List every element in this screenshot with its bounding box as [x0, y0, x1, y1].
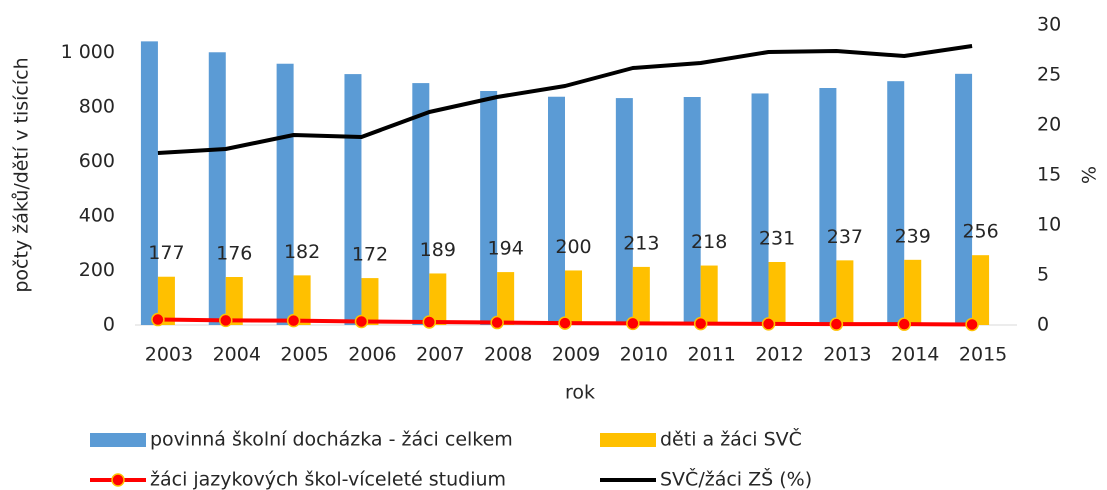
data-label: 213 [623, 232, 659, 254]
marker [693, 316, 708, 331]
marker [151, 312, 165, 327]
data-label: 194 [488, 238, 524, 260]
y-tick-label: 600 [79, 150, 115, 172]
x-tick-label: 2015 [959, 344, 1007, 366]
legend-label: žáci jazykových škol-víceleté studium [150, 469, 506, 490]
bar [344, 74, 362, 325]
bar [480, 91, 498, 325]
data-label: 239 [895, 225, 931, 247]
bar [276, 63, 294, 326]
bar [887, 81, 905, 325]
legend-label: povinná školní docházka - žáci celkem [150, 429, 513, 451]
bar [361, 278, 379, 325]
y2-tick-label: 25 [1037, 64, 1061, 86]
x-tick-label: 2014 [891, 344, 939, 366]
bar [955, 73, 973, 326]
marker [490, 315, 504, 330]
y2-axis-title: % [1079, 166, 1101, 184]
legend-swatch [90, 433, 146, 447]
bar [497, 272, 515, 325]
bar [904, 259, 922, 325]
legend-label: děti a žáci SVČ [660, 427, 802, 451]
bar [548, 96, 565, 326]
x-tick-label: 2006 [348, 344, 396, 366]
y2-tick-label: 5 [1037, 264, 1049, 286]
y2-tick-label: 0 [1037, 314, 1049, 336]
data-label: 200 [555, 236, 591, 258]
y-tick-label: 200 [79, 259, 115, 281]
x-tick-label: 2009 [552, 344, 600, 366]
data-label: 237 [827, 226, 863, 248]
y2-tick-label: 10 [1037, 214, 1061, 236]
bar [768, 262, 786, 325]
x-tick-label: 2007 [416, 344, 464, 366]
x-tick-label: 2013 [823, 344, 871, 366]
marker [354, 314, 369, 329]
legend-label: SVČ/žáci ZŠ (%) [660, 467, 812, 490]
bar [157, 276, 175, 325]
bar [836, 260, 854, 325]
data-label: 189 [420, 239, 456, 261]
data-label: 218 [691, 231, 727, 253]
marker [965, 317, 979, 332]
y2-tick-label: 15 [1037, 164, 1061, 186]
y2-tick-label: 20 [1037, 114, 1061, 136]
bar [565, 270, 582, 325]
x-tick-label: 2011 [688, 344, 736, 366]
bar [751, 93, 769, 325]
data-label: 231 [759, 228, 795, 250]
marker [897, 317, 911, 331]
x-tick-label: 2004 [213, 344, 261, 366]
marker [829, 317, 844, 331]
bar [819, 88, 837, 325]
data-label: 177 [148, 242, 184, 264]
x-tick-label: 2010 [620, 344, 668, 366]
y2-tick-label: 30 [1037, 14, 1061, 36]
y-tick-label: 800 [79, 95, 115, 117]
y-axis-title: počty žáků/dětí v tisících [11, 57, 33, 292]
legend-swatch [600, 433, 656, 447]
x-tick-label: 2008 [484, 344, 532, 366]
x-tick-label: 2003 [145, 344, 193, 366]
marker [558, 316, 572, 330]
bar [429, 273, 447, 325]
bar [412, 83, 430, 325]
marker [219, 313, 233, 328]
bar [140, 41, 158, 325]
marker [286, 313, 301, 328]
bar [225, 277, 243, 325]
data-label: 176 [216, 243, 252, 265]
bar [683, 97, 701, 325]
bar [972, 255, 990, 325]
data-label: 182 [284, 241, 320, 263]
marker [761, 317, 776, 331]
line [157, 44, 973, 155]
x-tick-label: 2012 [755, 344, 803, 366]
y-tick-label: 1 000 [61, 41, 115, 63]
x-tick-label: 2005 [280, 344, 328, 366]
marker [626, 316, 640, 331]
bar [615, 98, 633, 325]
y-tick-label: 0 [103, 314, 115, 336]
data-label: 172 [352, 244, 388, 266]
legend-marker [111, 473, 125, 487]
bar [208, 52, 226, 325]
bar [700, 265, 718, 325]
data-label: 256 [962, 221, 998, 243]
y-tick-label: 400 [79, 204, 115, 226]
x-axis-title: rok [565, 382, 595, 404]
bar [632, 266, 650, 325]
bar [293, 275, 311, 325]
marker [422, 315, 437, 329]
